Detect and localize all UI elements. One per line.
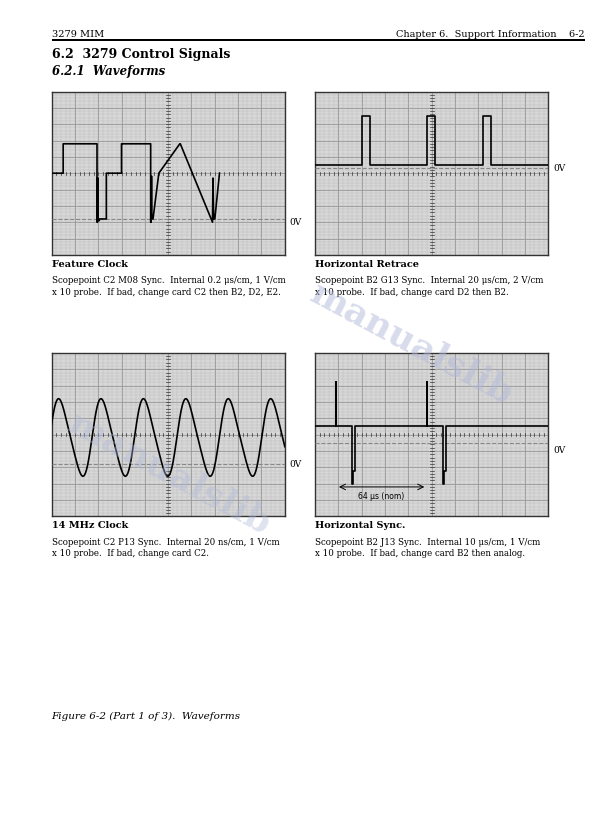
Text: 0V: 0V [290,217,302,227]
Text: Scopepoint B2 J13 Sync.  Internal 10 μs/cm, 1 V/cm: Scopepoint B2 J13 Sync. Internal 10 μs/c… [315,538,541,547]
Text: Scopepoint C2 P13 Sync.  Internal 20 ns/cm, 1 V/cm: Scopepoint C2 P13 Sync. Internal 20 ns/c… [52,538,279,547]
Text: x 10 probe.  If bad, change card B2 then analog.: x 10 probe. If bad, change card B2 then … [315,549,525,558]
Text: 3279 MIM: 3279 MIM [52,29,104,39]
Text: 0V: 0V [553,163,565,173]
Text: 0V: 0V [553,446,565,456]
Text: Scopepoint B2 G13 Sync.  Internal 20 μs/cm, 2 V/cm: Scopepoint B2 G13 Sync. Internal 20 μs/c… [315,276,544,285]
Text: 14 MHz Clock: 14 MHz Clock [52,521,128,530]
Text: 0V: 0V [290,459,302,469]
Text: 64 μs (nom): 64 μs (nom) [359,492,405,501]
Text: manualslib: manualslib [305,275,519,411]
Text: x 10 probe.  If bad, change card C2 then B2, D2, E2.: x 10 probe. If bad, change card C2 then … [52,288,281,297]
Text: x 10 probe.  If bad, change card D2 then B2.: x 10 probe. If bad, change card D2 then … [315,288,509,297]
Text: Figure 6-2 (Part 1 of 3).  Waveforms: Figure 6-2 (Part 1 of 3). Waveforms [52,712,241,721]
Text: Scopepoint C2 M08 Sync.  Internal 0.2 μs/cm, 1 V/cm: Scopepoint C2 M08 Sync. Internal 0.2 μs/… [52,276,285,285]
Text: Horizontal Sync.: Horizontal Sync. [315,521,405,530]
Text: Horizontal Retrace: Horizontal Retrace [315,260,419,269]
Text: Chapter 6.  Support Information    6-2: Chapter 6. Support Information 6-2 [396,29,585,39]
Text: 6.2.1  Waveforms: 6.2.1 Waveforms [52,65,165,78]
Text: manualslib: manualslib [62,406,277,542]
Text: Feature Clock: Feature Clock [52,260,127,269]
Text: 6.2  3279 Control Signals: 6.2 3279 Control Signals [52,48,230,61]
Text: x 10 probe.  If bad, change card C2.: x 10 probe. If bad, change card C2. [52,549,208,558]
